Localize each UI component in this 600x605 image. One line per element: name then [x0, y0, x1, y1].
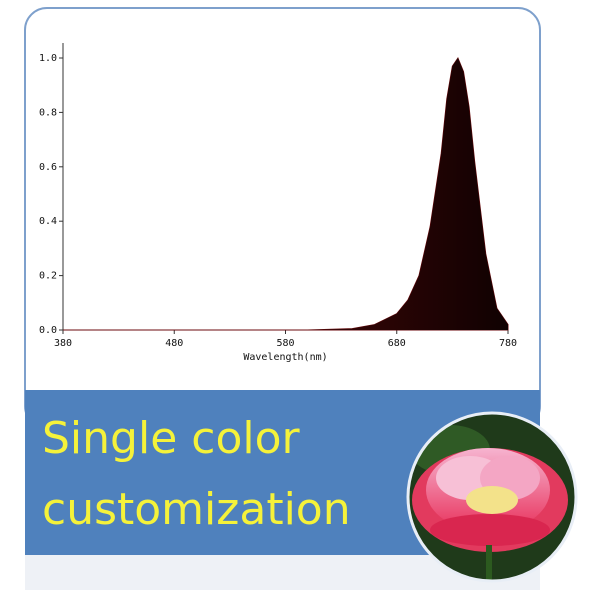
x-axis-label: Wavelength(nm)	[243, 352, 327, 363]
y-tick-label: 0.6	[39, 162, 57, 173]
x-tick-label: 480	[165, 338, 183, 349]
rose-photo	[408, 413, 576, 581]
x-tick-label: 580	[276, 338, 294, 349]
y-tick-label: 0.4	[39, 216, 57, 227]
y-tick-label: 0.2	[39, 271, 57, 282]
y-tick-label: 0.0	[39, 325, 57, 336]
x-tick-label: 380	[54, 338, 72, 349]
photo-ring	[406, 411, 578, 583]
y-tick-label: 0.8	[39, 107, 57, 118]
caption-line: customization	[42, 484, 351, 535]
caption-line: Single color	[42, 413, 301, 464]
y-tick-label: 1.0	[39, 53, 57, 64]
x-tick-label: 680	[388, 338, 406, 349]
x-tick-label: 780	[499, 338, 517, 349]
